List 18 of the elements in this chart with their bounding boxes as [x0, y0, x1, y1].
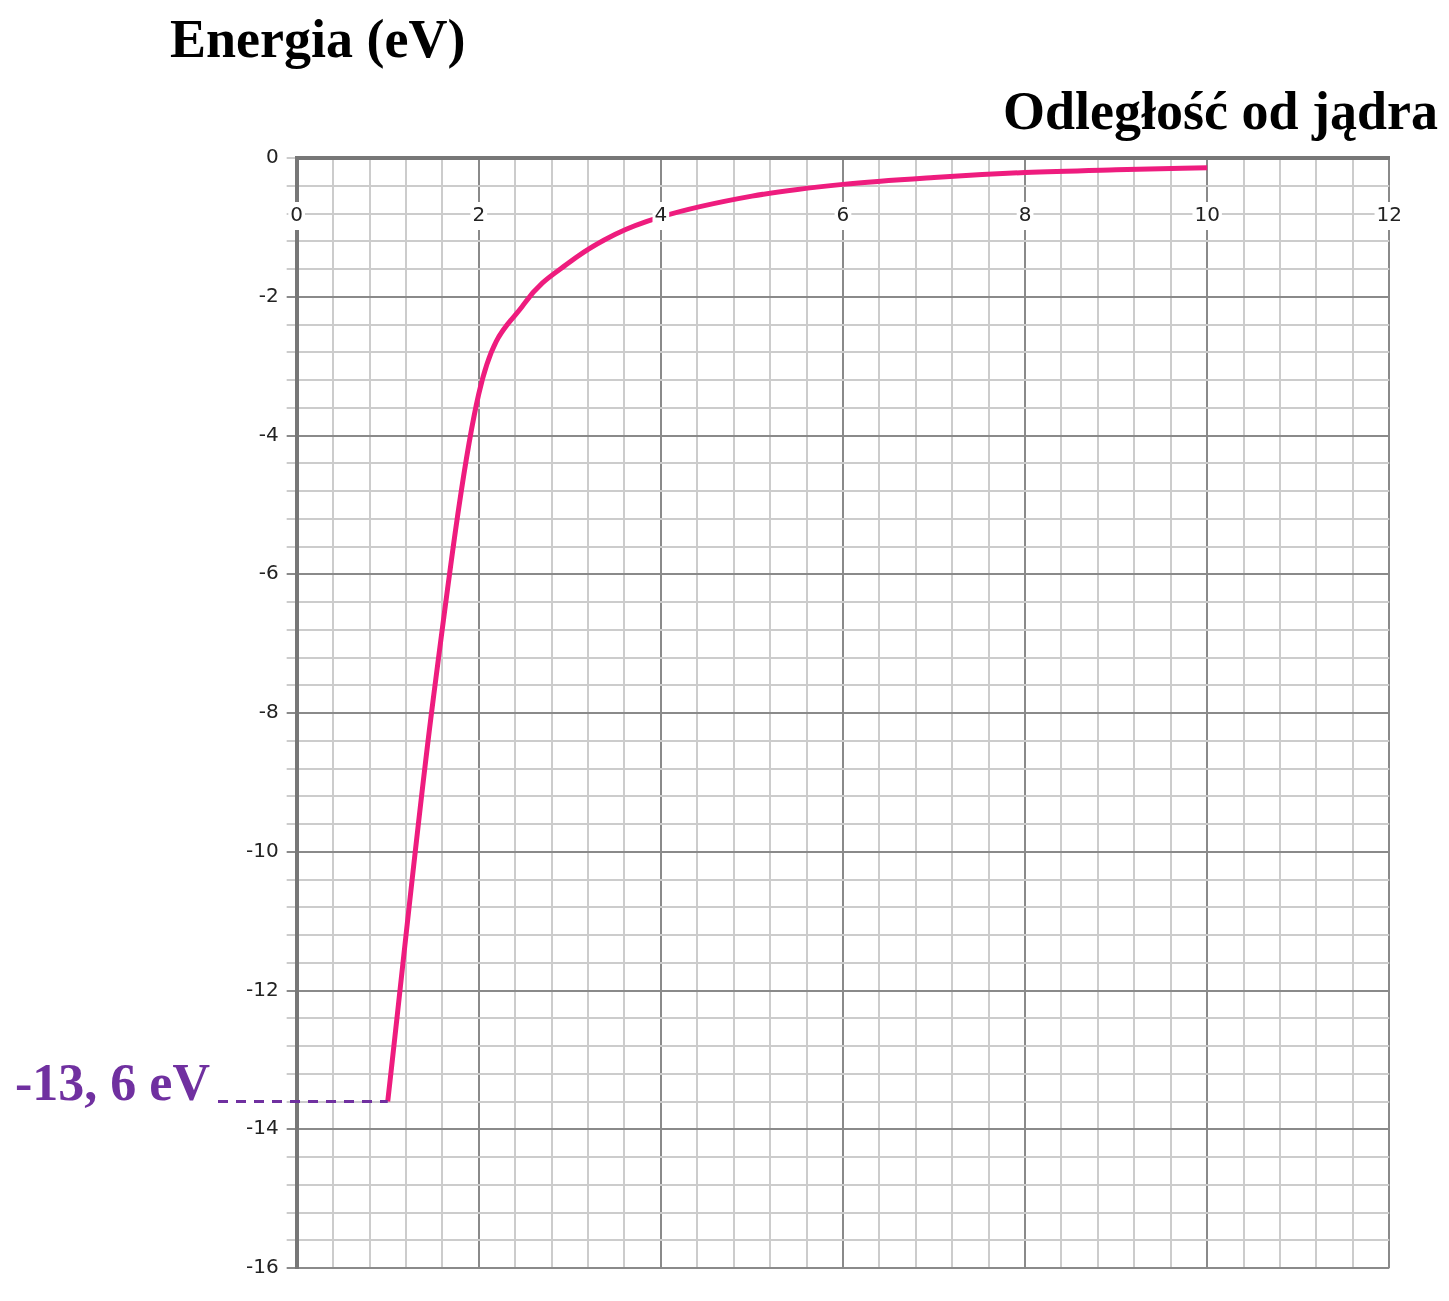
y-tick-label: -14 [245, 1115, 279, 1140]
y-tick-label: -6 [258, 560, 279, 585]
x-axis-title: Odległość od jądra [1002, 80, 1438, 142]
x-tick-label: 2 [472, 202, 486, 227]
y-tick-label: -8 [258, 699, 279, 724]
y-tick-label: -12 [245, 976, 279, 1001]
x-tick-label: 10 [1194, 202, 1220, 227]
y-tick-label: -16 [245, 1254, 279, 1279]
x-tick-label: 12 [1376, 202, 1402, 227]
annotation: -13, 6 eV [15, 1053, 210, 1111]
x-tick-label: 8 [1018, 202, 1032, 227]
y-tick-label: 0 [265, 144, 279, 169]
x-tick-label: 0 [290, 202, 304, 227]
y-axis-title: Energia (eV) [170, 8, 466, 70]
y-tick-label: -10 [245, 837, 279, 862]
y-tick-label: -4 [258, 421, 279, 446]
y-tick-label: -2 [258, 282, 279, 307]
x-tick-label: 6 [836, 202, 850, 227]
